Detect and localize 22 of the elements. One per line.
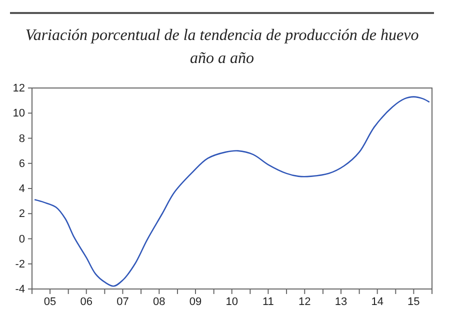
y-tick-label: 4	[18, 183, 25, 196]
x-tick-label: 06	[80, 296, 92, 308]
y-tick-label: -2	[15, 258, 25, 270]
x-tick-label: 09	[189, 296, 202, 308]
x-tick-label: 07	[116, 296, 129, 308]
chart-title: Variación porcentual de la tendencia de producción de huevo año a año	[25, 27, 419, 67]
x-tick-label: 05	[44, 296, 56, 308]
x-tick-label: 10	[226, 296, 238, 308]
y-tick-label: 10	[12, 108, 25, 120]
y-tick-label: 6	[18, 158, 25, 170]
y-tick-label: 0	[18, 233, 25, 246]
x-tick-label: 12	[298, 296, 311, 308]
x-tick-label: 14	[371, 296, 384, 308]
line-series	[34, 96, 430, 287]
y-tick-label: 8	[18, 132, 25, 145]
y-tick-label: 2	[18, 208, 25, 220]
x-tick-label: 08	[153, 296, 166, 308]
y-tick-label: 12	[12, 82, 25, 95]
x-tick-label: 11	[262, 296, 274, 308]
x-tick-label: 13	[334, 296, 348, 308]
y-tick-label: -4	[15, 284, 25, 296]
x-tick-label: 15	[408, 296, 420, 308]
